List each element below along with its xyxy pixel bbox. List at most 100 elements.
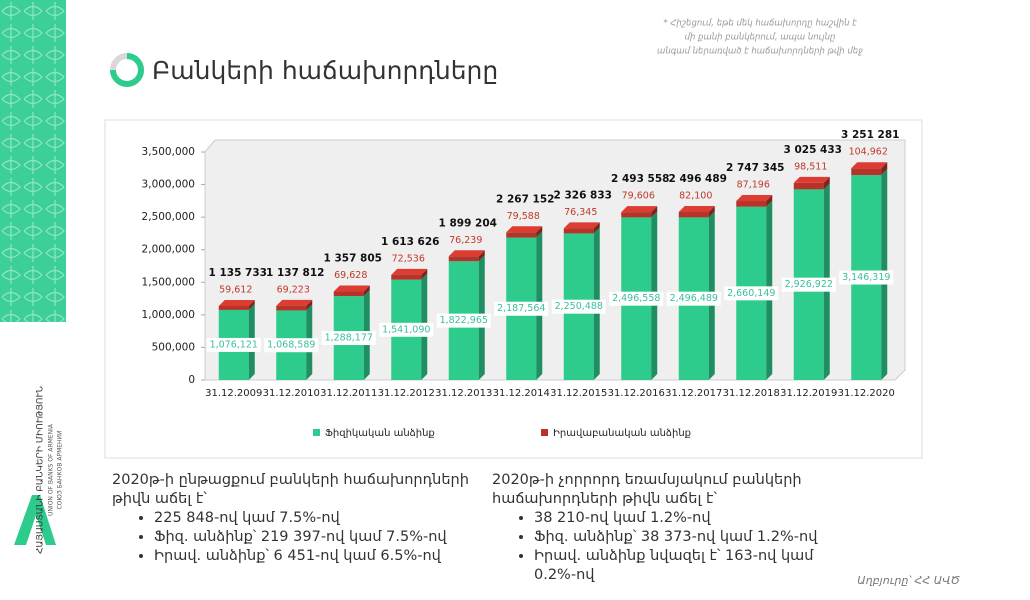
pattern-strip <box>0 0 66 322</box>
note: * Հիշեցում, եթե մեկ հաճախորդը հաշվին է <box>663 19 857 29</box>
label-box <box>609 291 664 306</box>
data-label: 2,250,488 <box>555 301 603 312</box>
y-tick-label: 3,000,000 <box>142 179 195 191</box>
data-label: 79,588 <box>507 211 540 222</box>
x-tick-label: 31.12.2018 <box>723 388 780 399</box>
bar-front <box>563 228 594 234</box>
label-box <box>839 270 894 285</box>
source: Աղբյուրը՝ ՀՀ ԱՎԾ <box>857 574 960 587</box>
bar-top <box>506 226 543 233</box>
title-icon <box>110 53 144 87</box>
bullet: Իրավ. անձինք նվազել է՝ 163-ով կամ 0.2%-ո… <box>534 547 822 585</box>
bar <box>736 195 773 207</box>
legend-swatch <box>541 429 548 436</box>
bar-top <box>391 268 428 275</box>
legend-label: Ֆիզիկական անձինք <box>325 428 435 439</box>
total-label: 3 025 433 <box>784 144 842 156</box>
bar-front <box>851 168 882 176</box>
total-label: 3 251 281 <box>841 129 899 141</box>
x-tick-label: 31.12.2014 <box>493 388 550 399</box>
data-label: 69,628 <box>334 270 367 281</box>
data-label: 82,100 <box>679 191 712 202</box>
bar <box>448 250 485 262</box>
label-box <box>666 291 721 306</box>
total-label: 2 326 833 <box>554 189 612 201</box>
label-box <box>781 277 836 292</box>
bar-top <box>218 300 255 307</box>
label-box <box>494 301 549 316</box>
data-label: 69,223 <box>277 284 310 295</box>
data-label: 1,541,090 <box>382 324 430 335</box>
logo-mark <box>14 495 56 545</box>
x-tick-label: 31.12.2013 <box>435 388 492 399</box>
y-tick-label: 2,000,000 <box>142 244 195 256</box>
data-label: 72,536 <box>392 253 425 264</box>
bar-front <box>218 306 249 310</box>
bar-side <box>881 162 888 176</box>
bar-front <box>448 256 479 262</box>
y-tick-label: 3,500,000 <box>142 146 195 158</box>
data-label: 3,146,319 <box>842 272 890 283</box>
bar-side <box>478 250 485 262</box>
bar-front <box>333 291 364 297</box>
text-heading: 2020թ-ի ընթացքում բանկերի հաճախորդների թ… <box>112 472 469 507</box>
data-label: 1,288,177 <box>325 333 373 344</box>
y-tick-label: 1,500,000 <box>142 276 195 288</box>
bar-top <box>276 299 313 306</box>
left-text: 2020թ-ի ընթացքում բանկերի հաճախորդների թ… <box>112 471 482 566</box>
total-label: 2 493 558 <box>611 173 669 185</box>
y-tick-label: 500,000 <box>152 341 195 353</box>
bar-top <box>851 162 888 169</box>
data-label: 76,345 <box>564 207 597 218</box>
x-tick-label: 31.12.2010 <box>263 388 320 399</box>
right-text: 2020թ-ի չորրորդ եռամսյակում բանկերի հաճա… <box>492 471 822 585</box>
bar-side <box>823 176 830 190</box>
total-label: 1 357 805 <box>324 253 382 265</box>
data-label: 104,962 <box>849 147 888 158</box>
bar <box>391 268 428 280</box>
bar-front <box>793 182 824 190</box>
data-label: 79,606 <box>622 191 655 202</box>
total-label: 2 747 345 <box>726 162 784 174</box>
bar-side <box>421 268 428 280</box>
y-tick-label: 0 <box>188 374 195 386</box>
total-label: 1 899 204 <box>439 217 497 229</box>
total-label: 1 613 626 <box>381 236 439 248</box>
bar-side <box>363 285 370 297</box>
total-label: 2 496 489 <box>669 173 727 185</box>
logo-name: UNION OF BANKS OF ARMENIA <box>48 423 55 516</box>
bar <box>621 206 658 218</box>
bar-front <box>678 212 709 218</box>
bar <box>793 176 830 190</box>
note: անգամ ներառված է հաճախորդների թվի մեջ <box>657 47 863 57</box>
total-label: 2 267 152 <box>496 193 554 205</box>
bar <box>276 299 313 311</box>
data-label: 1,068,589 <box>267 340 315 351</box>
x-tick-label: 31.12.2019 <box>780 388 837 399</box>
data-label: 2,660,149 <box>727 288 775 299</box>
data-label: 2,496,558 <box>612 293 660 304</box>
legend-swatch <box>313 429 320 436</box>
bar <box>506 226 543 238</box>
label-box <box>551 299 606 314</box>
bullet: Իրավ. անձինք՝ 6 451-ով կամ 6.5%-ով <box>154 547 482 566</box>
bar-top <box>736 195 773 202</box>
x-tick-label: 31.12.2009 <box>205 388 262 399</box>
bar-front <box>736 201 767 207</box>
text-heading: 2020թ-ի չորրորդ եռամսյակում բանկերի հաճա… <box>492 472 802 507</box>
title: Բանկերի հաճախորդները <box>152 56 498 85</box>
bar-top <box>678 206 715 213</box>
logo-name: СОЮЗ БАНКОВ АРМЕНИИ <box>57 430 64 509</box>
bar-top <box>563 222 600 229</box>
bar-front <box>506 232 537 238</box>
bar-side <box>593 222 600 234</box>
label-box <box>379 322 434 337</box>
y-tick-label: 2,500,000 <box>142 211 195 223</box>
legend-label: Իրավաբանական անձինք <box>553 428 691 439</box>
bar-front <box>391 274 422 280</box>
bar-side <box>651 206 658 218</box>
bullet-list: 225 848-ով կամ 7.5%-ովՖիզ. անձինք՝ 219 3… <box>112 509 482 566</box>
x-tick-label: 31.12.2016 <box>608 388 665 399</box>
bar <box>851 162 888 176</box>
